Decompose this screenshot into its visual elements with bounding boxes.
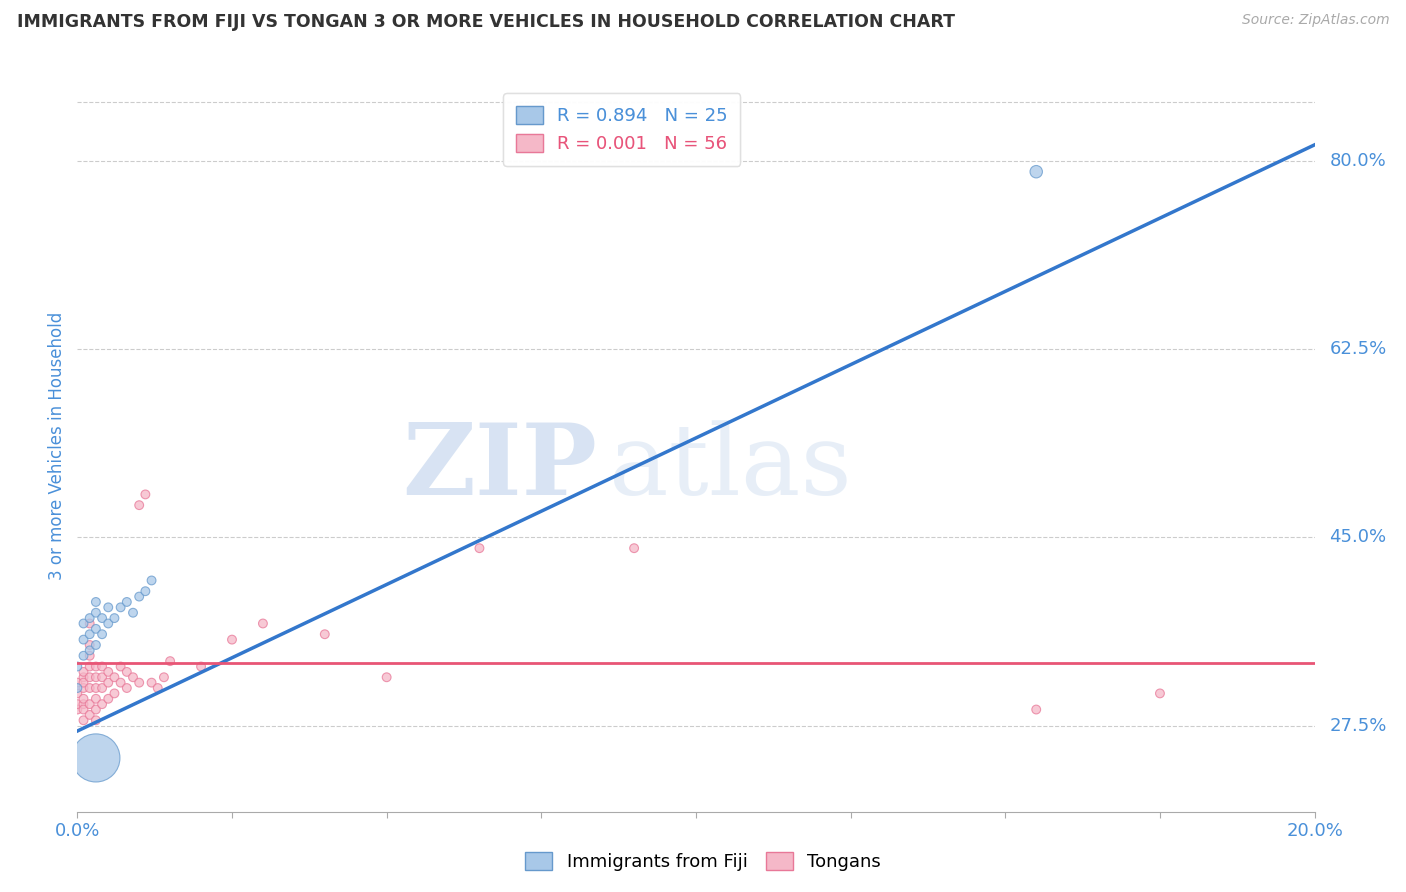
Point xyxy=(375,670,398,684)
Point xyxy=(79,648,101,663)
Point xyxy=(91,659,114,673)
Text: 80.0%: 80.0% xyxy=(1330,152,1386,170)
Text: 45.0%: 45.0% xyxy=(1330,528,1386,547)
Point xyxy=(72,713,94,727)
Point xyxy=(190,659,212,673)
Point xyxy=(66,702,89,716)
Point xyxy=(97,600,120,615)
Point xyxy=(79,697,101,711)
Point xyxy=(134,584,156,599)
Point xyxy=(1025,702,1047,716)
Point xyxy=(110,675,132,690)
Point xyxy=(122,606,145,620)
Point xyxy=(84,670,107,684)
Point xyxy=(72,702,94,716)
Point xyxy=(128,590,150,604)
Text: 27.5%: 27.5% xyxy=(1330,716,1386,735)
Point xyxy=(79,616,101,631)
Text: ZIP: ZIP xyxy=(402,419,598,516)
Point xyxy=(97,691,120,706)
Point xyxy=(79,659,101,673)
Point xyxy=(79,670,101,684)
Point xyxy=(122,670,145,684)
Legend: R = 0.894   N = 25, R = 0.001   N = 56: R = 0.894 N = 25, R = 0.001 N = 56 xyxy=(503,93,741,166)
Point xyxy=(115,595,138,609)
Point xyxy=(66,659,89,673)
Point xyxy=(146,681,169,695)
Point xyxy=(72,665,94,679)
Point xyxy=(72,681,94,695)
Point xyxy=(103,611,125,625)
Y-axis label: 3 or more Vehicles in Household: 3 or more Vehicles in Household xyxy=(48,312,66,580)
Point xyxy=(110,600,132,615)
Point xyxy=(128,675,150,690)
Point xyxy=(91,627,114,641)
Point xyxy=(84,595,107,609)
Text: IMMIGRANTS FROM FIJI VS TONGAN 3 OR MORE VEHICLES IN HOUSEHOLD CORRELATION CHART: IMMIGRANTS FROM FIJI VS TONGAN 3 OR MORE… xyxy=(17,13,955,31)
Point xyxy=(72,632,94,647)
Point xyxy=(252,616,274,631)
Point xyxy=(91,611,114,625)
Point xyxy=(79,611,101,625)
Point xyxy=(314,627,336,641)
Point xyxy=(97,665,120,679)
Point xyxy=(72,670,94,684)
Point xyxy=(141,574,163,588)
Text: 62.5%: 62.5% xyxy=(1330,340,1386,359)
Point xyxy=(221,632,243,647)
Text: atlas: atlas xyxy=(609,420,852,516)
Point xyxy=(115,681,138,695)
Point xyxy=(84,751,107,765)
Point xyxy=(72,616,94,631)
Point xyxy=(79,707,101,722)
Point xyxy=(141,675,163,690)
Point xyxy=(84,691,107,706)
Point xyxy=(159,654,181,668)
Point xyxy=(72,697,94,711)
Point xyxy=(103,686,125,700)
Point xyxy=(115,665,138,679)
Point xyxy=(72,648,94,663)
Point xyxy=(84,713,107,727)
Point xyxy=(84,659,107,673)
Point xyxy=(79,638,101,652)
Point xyxy=(66,681,89,695)
Legend: Immigrants from Fiji, Tongans: Immigrants from Fiji, Tongans xyxy=(517,845,889,879)
Point xyxy=(79,643,101,657)
Point xyxy=(84,681,107,695)
Point xyxy=(97,616,120,631)
Point xyxy=(79,627,101,641)
Point xyxy=(91,670,114,684)
Point xyxy=(84,606,107,620)
Point xyxy=(79,681,101,695)
Point xyxy=(66,697,89,711)
Point xyxy=(623,541,645,556)
Point xyxy=(72,691,94,706)
Point xyxy=(128,498,150,512)
Point xyxy=(97,675,120,690)
Point xyxy=(1025,164,1047,178)
Point xyxy=(84,638,107,652)
Point xyxy=(134,487,156,501)
Point xyxy=(84,622,107,636)
Text: Source: ZipAtlas.com: Source: ZipAtlas.com xyxy=(1241,13,1389,28)
Point xyxy=(153,670,176,684)
Point xyxy=(468,541,491,556)
Point xyxy=(84,702,107,716)
Point xyxy=(103,670,125,684)
Point xyxy=(91,681,114,695)
Point xyxy=(91,697,114,711)
Point xyxy=(110,659,132,673)
Point xyxy=(1149,686,1171,700)
Point xyxy=(66,686,89,700)
Point xyxy=(66,675,89,690)
Point xyxy=(72,675,94,690)
